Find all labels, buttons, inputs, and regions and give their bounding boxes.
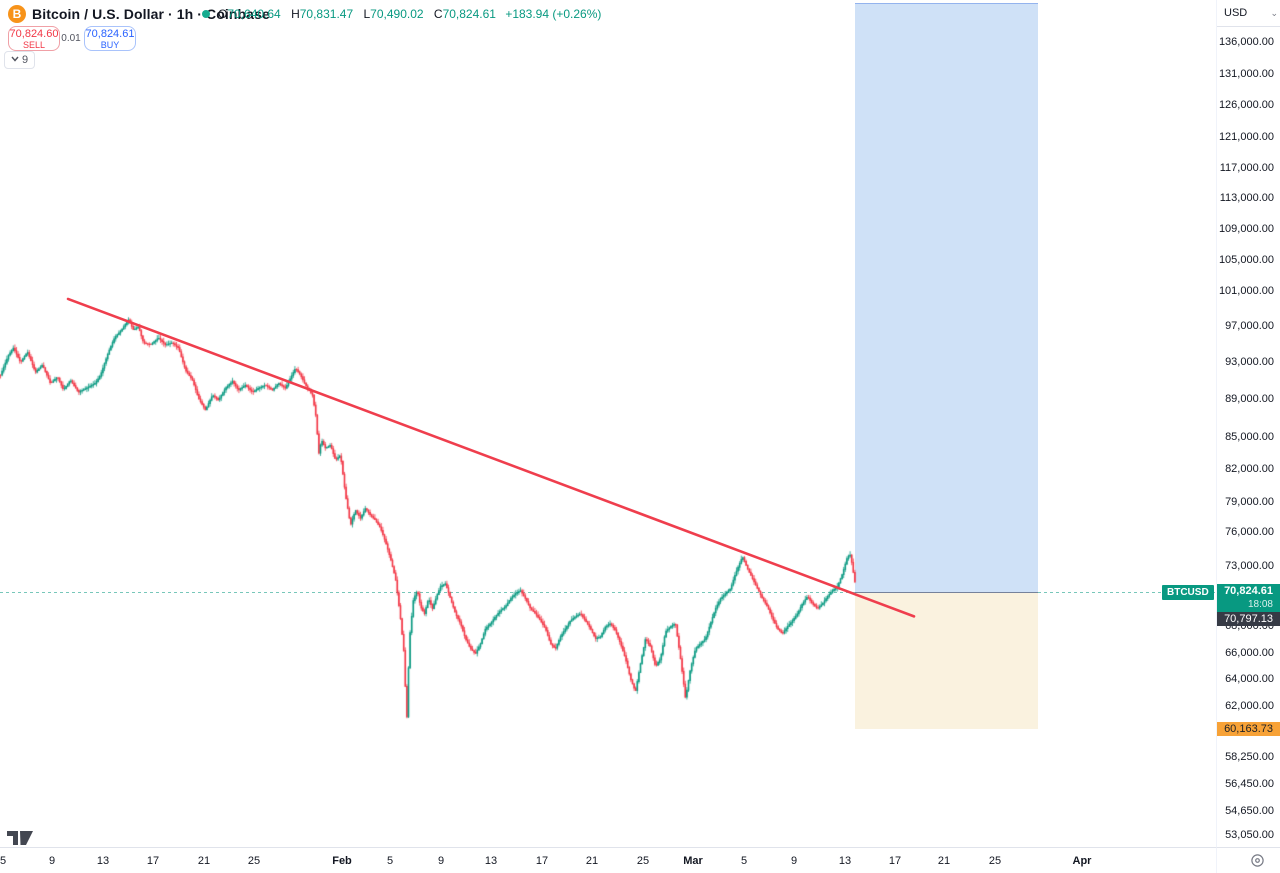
- buy-button[interactable]: 70,824.61 BUY: [84, 26, 136, 51]
- price-tick-label: 97,000.00: [1225, 320, 1274, 332]
- price-tick-label: 58,250.00: [1225, 751, 1274, 763]
- market-open-dot-icon: [202, 10, 210, 18]
- price-tick-label: 53,050.00: [1225, 829, 1274, 841]
- change-value: +183.94 (+0.26%): [505, 7, 602, 21]
- time-tick-label: 5: [386, 855, 394, 867]
- time-tick-label: 25: [988, 855, 1002, 867]
- price-tick-label: 64,000.00: [1225, 673, 1274, 685]
- axis-corner: [1216, 847, 1280, 873]
- time-axis[interactable]: 5 9 13 17 21 25 Feb 5 9 13 17 21 25 Mar 5 9 13 17 21 25 Apr: [0, 847, 1216, 873]
- tradingview-logo-icon[interactable]: [7, 826, 37, 845]
- price-tick-label: 109,000.00: [1218, 223, 1274, 235]
- price-tick-label: 105,000.00: [1218, 254, 1274, 266]
- time-tick-label: 25: [247, 855, 261, 867]
- bar-countdown: 18:08: [1247, 599, 1273, 610]
- time-tick-label: Feb: [332, 855, 352, 867]
- currency-label: USD: [1224, 7, 1248, 19]
- time-tick-label: 5: [0, 855, 7, 867]
- time-tick-label: 13: [484, 855, 498, 867]
- sell-label: SELL: [22, 40, 46, 50]
- open-label: O: [218, 7, 228, 21]
- bitcoin-icon: B: [8, 5, 26, 23]
- buy-price: 70,824.61: [85, 28, 135, 40]
- price-tick-label: 62,000.00: [1225, 700, 1274, 712]
- time-tick-label: 21: [937, 855, 951, 867]
- price-tick-label: 76,000.00: [1225, 526, 1274, 538]
- price-tick-label: 126,000.00: [1218, 99, 1274, 111]
- candlestick-series[interactable]: [0, 0, 1216, 847]
- time-tick-label: 17: [146, 855, 160, 867]
- hidden-objects-count: 9: [22, 54, 29, 66]
- time-tick-label: 17: [888, 855, 902, 867]
- price-tick-label: 93,000.00: [1225, 356, 1274, 368]
- high-value: 70,831.47: [299, 7, 354, 21]
- price-tick-label: 101,000.00: [1218, 285, 1274, 297]
- time-tick-label: 21: [585, 855, 599, 867]
- axis-settings-icon[interactable]: [1250, 853, 1265, 868]
- chevron-down-icon: [11, 56, 19, 62]
- price-tick-label: 113,000.00: [1219, 192, 1274, 204]
- entry-price-badge: 70,797.13: [1217, 612, 1280, 626]
- spread-value: 0.01: [61, 33, 81, 44]
- price-tick-label: 79,000.00: [1225, 496, 1274, 508]
- legend-collapse-toggle[interactable]: 9: [4, 51, 36, 69]
- symbol-title[interactable]: Bitcoin / U.S. Dollar · 1h · Coinbase: [32, 6, 270, 22]
- low-value: 70,490.02: [370, 7, 424, 21]
- chevron-down-icon: ⌄: [1270, 8, 1278, 18]
- currency-selector[interactable]: USD ⌄: [1217, 0, 1280, 27]
- price-tick-label: 131,000.00: [1218, 68, 1274, 80]
- high-label: H: [291, 7, 300, 21]
- low-label: L: [363, 7, 371, 21]
- price-tick-label: 117,000.00: [1219, 162, 1274, 174]
- time-tick-label: Mar: [683, 855, 703, 867]
- close-label: C: [433, 7, 443, 21]
- price-tick-label: 56,450.00: [1225, 778, 1274, 790]
- time-tick-label: Apr: [1072, 855, 1092, 867]
- price-tick-label: 73,000.00: [1225, 560, 1274, 572]
- price-axis[interactable]: USD ⌄ 136,000.00 131,000.00 126,000.00 121,…: [1216, 0, 1280, 847]
- last-price-badge: 70,824.61 18:08: [1217, 584, 1280, 612]
- time-tick-label: 5: [740, 855, 748, 867]
- open-value: 70,640.64: [227, 7, 281, 21]
- time-tick-label: 21: [197, 855, 211, 867]
- chart-legend: B Bitcoin / U.S. Dollar · 1h · Coinbase …: [0, 0, 800, 72]
- price-tick-label: 66,000.00: [1225, 647, 1274, 659]
- time-tick-label: 25: [636, 855, 650, 867]
- time-tick-label: 9: [437, 855, 445, 867]
- ohlc-values: O70,640.64 H70,831.47 L70,490.02 C70,824…: [218, 7, 601, 21]
- time-tick-label: 9: [48, 855, 56, 867]
- price-tick-label: 136,000.00: [1218, 36, 1274, 48]
- price-tick-label: 54,650.00: [1225, 805, 1274, 817]
- target-price-badge: 60,163.73: [1217, 722, 1280, 736]
- price-tick-label: 85,000.00: [1225, 431, 1274, 443]
- sell-price: 70,824.60: [9, 28, 59, 40]
- last-price-value: 70,824.61: [1224, 585, 1273, 597]
- time-tick-label: 13: [96, 855, 110, 867]
- chart-pane[interactable]: [0, 0, 1216, 847]
- close-value: 70,824.61: [442, 7, 496, 21]
- time-tick-label: 17: [535, 855, 549, 867]
- symbol-price-tag: BTCUSD: [1162, 585, 1214, 600]
- time-tick-label: 9: [790, 855, 798, 867]
- time-tick-label: 13: [838, 855, 852, 867]
- price-tick-label: 121,000.00: [1218, 131, 1274, 143]
- price-tick-label: 89,000.00: [1225, 393, 1274, 405]
- sell-button[interactable]: 70,824.60 SELL: [8, 26, 60, 51]
- buy-label: BUY: [100, 40, 120, 50]
- price-tick-label: 82,000.00: [1225, 463, 1274, 475]
